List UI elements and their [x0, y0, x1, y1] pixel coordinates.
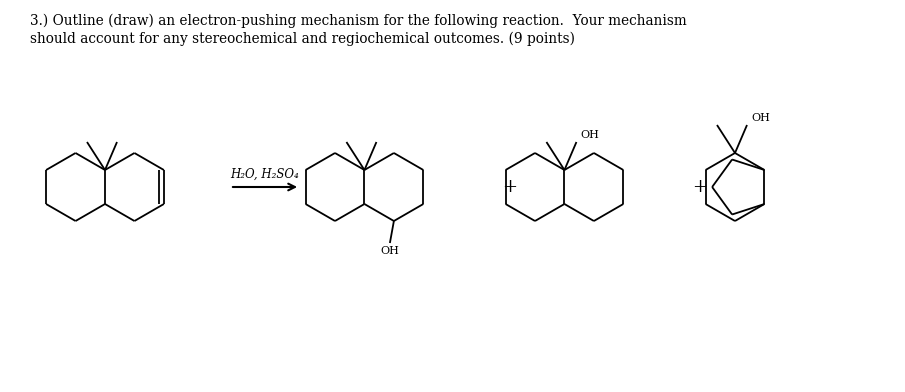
Text: +: + [692, 178, 708, 196]
Text: OH: OH [751, 113, 770, 123]
Text: H₂O, H₂SO₄: H₂O, H₂SO₄ [231, 168, 300, 181]
Text: OH: OH [580, 130, 599, 140]
Text: should account for any stereochemical and regiochemical outcomes. (9 points): should account for any stereochemical an… [30, 32, 575, 46]
Text: OH: OH [380, 246, 399, 256]
Text: 3.) Outline (draw) an electron-pushing mechanism for the following reaction.  Yo: 3.) Outline (draw) an electron-pushing m… [30, 14, 687, 28]
Text: +: + [502, 178, 518, 196]
